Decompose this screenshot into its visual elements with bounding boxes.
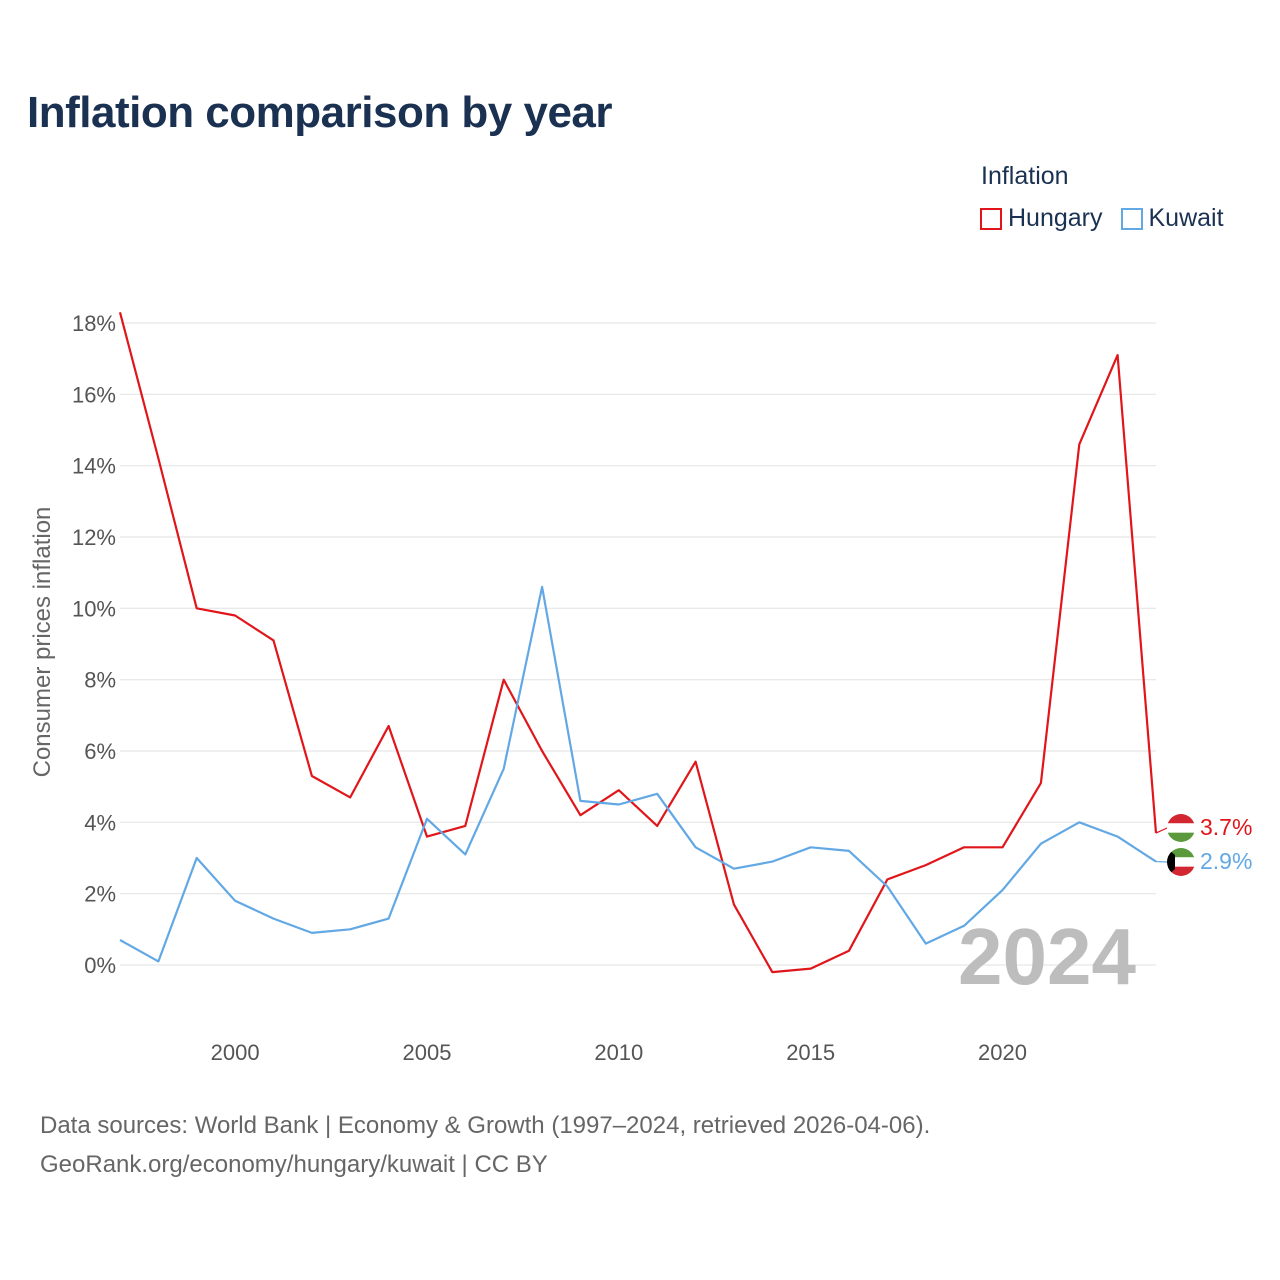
footer-sources: Data sources: World Bank | Economy & Gro…: [40, 1112, 931, 1139]
y-tick-label: 16%: [72, 382, 116, 407]
chart-title: Inflation comparison by year: [27, 88, 613, 137]
legend: Hungary Kuwait: [980, 204, 1242, 233]
y-tick-label: 12%: [72, 525, 116, 550]
end-connector-hungary: [1155, 827, 1168, 834]
grid-lines: [120, 322, 1156, 966]
y-tick-label: 18%: [72, 311, 116, 336]
footer: Data sources: World Bank | Economy & Gro…: [40, 1106, 930, 1184]
year-watermark: 2024: [958, 912, 1136, 1001]
end-label-kuwait: 2.9%: [1200, 848, 1252, 874]
legend-label-kuwait: Kuwait: [1148, 204, 1224, 232]
legend-item-hungary[interactable]: Hungary: [980, 204, 1103, 233]
y-tick-label: 10%: [72, 596, 116, 621]
x-tick-label: 2005: [402, 1040, 451, 1065]
y-axis-label: Consumer prices inflation: [29, 507, 56, 778]
hungary-flag-icon: [1167, 814, 1195, 842]
end-label-hungary: 3.7%: [1200, 814, 1252, 840]
legend-swatch-hungary: [980, 207, 1002, 230]
kuwait-flag-icon: [1167, 848, 1195, 876]
x-tick-label: 2000: [211, 1040, 260, 1065]
footer-attribution: GeoRank.org/economy/hungary/kuwait | CC …: [40, 1151, 548, 1178]
x-tick-label: 2020: [978, 1040, 1027, 1065]
y-tick-label: 0%: [84, 953, 116, 978]
series-line-kuwait[interactable]: [119, 585, 1157, 963]
y-tick-label: 2%: [84, 882, 116, 907]
legend-title: Inflation: [981, 162, 1069, 190]
x-axis-ticks: 2000 2005 2010 2015 2020: [211, 1040, 1027, 1065]
y-tick-label: 6%: [84, 739, 116, 764]
y-tick-label: 14%: [72, 454, 116, 479]
y-tick-label: 8%: [84, 668, 116, 693]
y-axis-ticks: 0% 2% 4% 6% 8% 10% 12% 14% 16% 18%: [72, 311, 116, 978]
legend-label-hungary: Hungary: [1008, 204, 1103, 232]
series-lines: [118, 312, 1168, 974]
series-line-hungary[interactable]: [118, 312, 1158, 974]
x-tick-label: 2010: [594, 1040, 643, 1065]
legend-swatch-kuwait: [1120, 207, 1143, 230]
y-tick-label: 4%: [84, 810, 116, 835]
legend-item-kuwait[interactable]: Kuwait: [1120, 204, 1224, 233]
x-tick-label: 2015: [786, 1040, 835, 1065]
